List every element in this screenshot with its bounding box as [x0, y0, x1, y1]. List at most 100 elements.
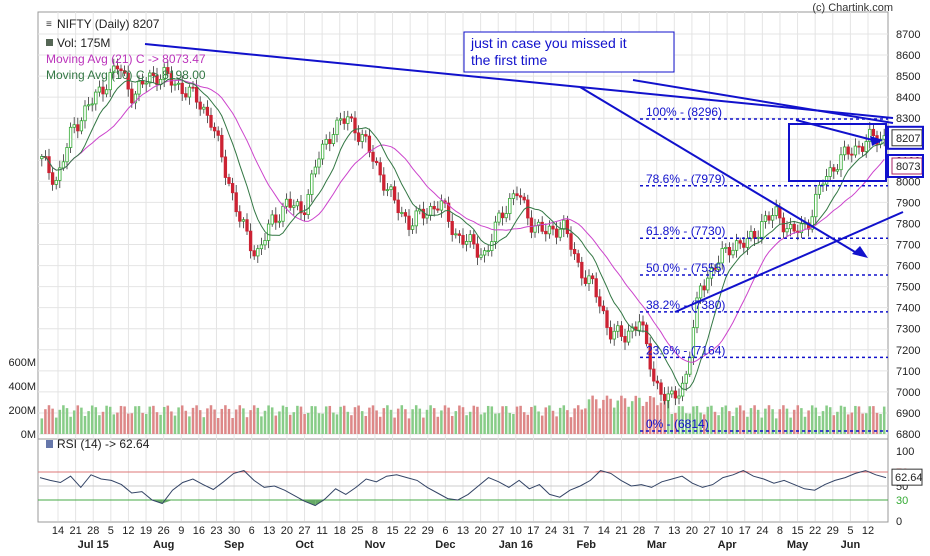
volume-bar	[224, 405, 227, 434]
volume-bar	[630, 401, 634, 434]
volume-bar	[692, 406, 695, 434]
volume-bar	[382, 408, 386, 434]
date-tick-label: 9	[178, 525, 184, 537]
volume-bar	[872, 406, 875, 434]
volume-bar	[609, 398, 612, 434]
candle	[655, 375, 660, 390]
trendline-rising	[674, 211, 904, 313]
date-tick-label: 10	[721, 525, 733, 537]
candle	[43, 150, 48, 161]
date-tick-label: 29	[422, 525, 434, 537]
volume-bar	[544, 407, 548, 434]
volume-bar	[108, 406, 112, 434]
volume-bar	[713, 411, 717, 434]
volume-bar	[472, 405, 476, 434]
rsi-tick-label: 0	[896, 516, 902, 528]
candle	[349, 113, 354, 122]
volume-bar	[778, 409, 782, 434]
volume-bar	[843, 406, 846, 434]
date-tick-label: 21	[69, 525, 81, 537]
candle	[659, 379, 663, 402]
date-tick-label: 19	[140, 525, 152, 537]
volume-bar	[598, 408, 602, 434]
volume-bar	[350, 415, 353, 434]
candle	[277, 214, 282, 228]
trendline-upper	[579, 86, 894, 119]
date-tick-label: 20	[686, 525, 698, 537]
date-tick-label: 20	[474, 525, 486, 537]
copyright: (c) Chartink.com	[812, 2, 893, 14]
volume-bar	[602, 399, 605, 434]
date-tick-label: 22	[809, 525, 821, 537]
volume-bar	[634, 395, 638, 434]
price-tick-label: 6900	[896, 408, 920, 420]
volume-bar	[702, 414, 706, 434]
volume-bar	[285, 406, 288, 434]
date-tick-label: 30	[228, 525, 240, 537]
month-label: Jun	[841, 539, 861, 551]
legend-price: NIFTY (Daily) 8207	[57, 17, 160, 31]
candle	[533, 218, 537, 238]
volume-bar	[130, 413, 134, 434]
volume-bar	[605, 395, 609, 434]
volume-bar	[443, 405, 447, 434]
volume-bar	[324, 406, 328, 434]
volume-bar	[494, 413, 497, 434]
candle	[396, 192, 400, 221]
candle	[403, 209, 408, 223]
volume-bar	[346, 411, 350, 434]
month-label: Dec	[435, 539, 455, 551]
month-label: Sep	[224, 539, 244, 551]
candle	[817, 180, 822, 199]
volume-bar	[641, 405, 645, 434]
volume-bar	[386, 405, 389, 434]
candle	[414, 206, 418, 234]
volume-bar	[234, 409, 238, 434]
volume-bar	[418, 408, 422, 434]
price-tag-label: 8207	[896, 133, 920, 145]
volume-bar	[270, 407, 274, 434]
volume-bar	[699, 412, 702, 434]
candle	[94, 89, 98, 111]
volume-bar	[378, 416, 382, 434]
volume-bar	[357, 405, 360, 434]
volume-bar	[760, 417, 764, 434]
volume-bar	[278, 411, 281, 434]
candle	[508, 193, 512, 221]
volume-bar	[180, 405, 184, 434]
candle	[410, 218, 415, 234]
volume-bar	[123, 406, 126, 434]
candle	[857, 140, 861, 155]
candle	[601, 300, 606, 315]
volume-bar	[112, 414, 116, 434]
candle	[540, 216, 544, 235]
volume-bar	[681, 406, 684, 434]
price-tags: 8207 8073	[887, 125, 924, 178]
candle	[281, 202, 285, 228]
candle	[511, 189, 516, 206]
tag-highlight-frame	[887, 125, 924, 150]
candle	[302, 205, 307, 222]
volume-tick-label: 400M	[8, 381, 36, 393]
candle	[378, 157, 382, 183]
volume-bar	[764, 408, 767, 434]
candle	[731, 242, 735, 259]
volume-bar	[371, 405, 375, 434]
volume-bar	[332, 412, 335, 434]
volume-bar	[454, 411, 458, 434]
date-tick-label: 6	[249, 525, 255, 537]
volume-bar	[551, 410, 555, 434]
date-tick-label: 12	[122, 525, 134, 537]
volume-bar	[465, 415, 468, 434]
candle	[137, 75, 141, 102]
rsi-icon	[46, 440, 53, 448]
volume-bar	[47, 405, 51, 434]
candle	[767, 211, 771, 225]
volume-bar	[735, 407, 738, 434]
candle	[763, 210, 768, 229]
volume-bar	[141, 412, 144, 434]
candle	[850, 147, 854, 163]
volume-bar	[375, 410, 378, 434]
candle	[446, 196, 451, 228]
candle	[108, 68, 112, 98]
